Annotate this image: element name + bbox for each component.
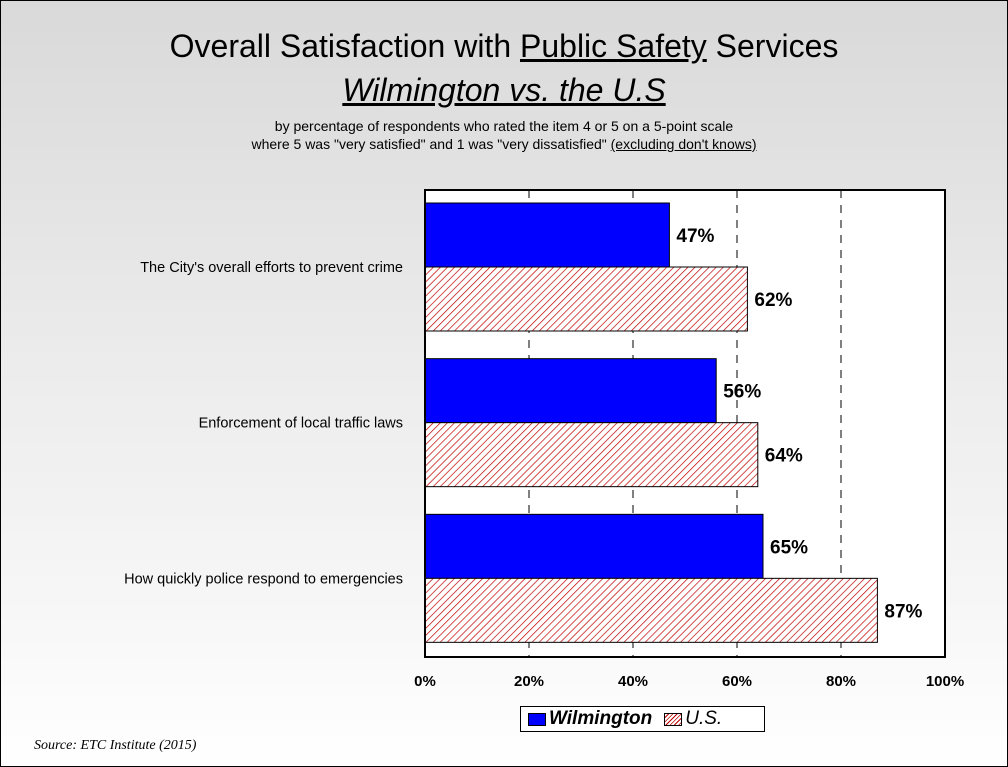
x-tick-label: 80% <box>826 673 856 690</box>
category-label: How quickly police respond to emergencie… <box>124 571 403 587</box>
bar-wilmington <box>424 358 717 424</box>
chart-title-line2: Wilmington vs. the U.S <box>342 72 666 108</box>
bar-us <box>424 577 878 643</box>
data-label: 64% <box>765 446 803 467</box>
x-tick-labels: 0% 20% 40% 60% 80% 100% <box>414 673 964 690</box>
chart-subtitle-line2: where 5 was "very satisfied" and 1 was "… <box>251 136 757 152</box>
data-label: 87% <box>884 601 922 622</box>
bar-wilmington <box>424 513 764 579</box>
bar-us <box>424 266 748 332</box>
x-tick-label: 20% <box>514 673 544 690</box>
chart-title: Overall Satisfaction with Public Safety … <box>169 28 839 64</box>
data-label: 47% <box>676 226 714 247</box>
legend-label-us: U.S. <box>685 708 723 729</box>
legend-swatch-us <box>664 712 683 726</box>
bar-wilmington <box>424 202 670 268</box>
x-tick-label: 0% <box>414 673 436 690</box>
source-note: Source: ETC Institute (2015) <box>34 738 197 753</box>
category-labels: The City's overall efforts to prevent cr… <box>124 260 403 587</box>
legend-label-wilmington: Wilmington <box>549 708 653 729</box>
x-tick-label: 100% <box>926 673 964 690</box>
data-label: 56% <box>723 382 761 403</box>
bar-us <box>424 422 759 488</box>
legend: Wilmington U.S. <box>520 706 765 732</box>
chart-subtitle-line1: by percentage of respondents who rated t… <box>274 118 734 134</box>
category-label: Enforcement of local traffic laws <box>199 416 403 432</box>
category-label: The City's overall efforts to prevent cr… <box>140 260 403 276</box>
bars <box>424 202 878 643</box>
data-label: 65% <box>770 537 808 558</box>
plot-border <box>424 189 946 658</box>
data-label: 62% <box>754 290 792 311</box>
x-tick-label: 60% <box>722 673 752 690</box>
x-tick-label: 40% <box>618 673 648 690</box>
data-labels: 47% 62% 56% 64% 65% 87% <box>676 226 922 622</box>
legend-swatch-wilmington <box>528 712 546 726</box>
